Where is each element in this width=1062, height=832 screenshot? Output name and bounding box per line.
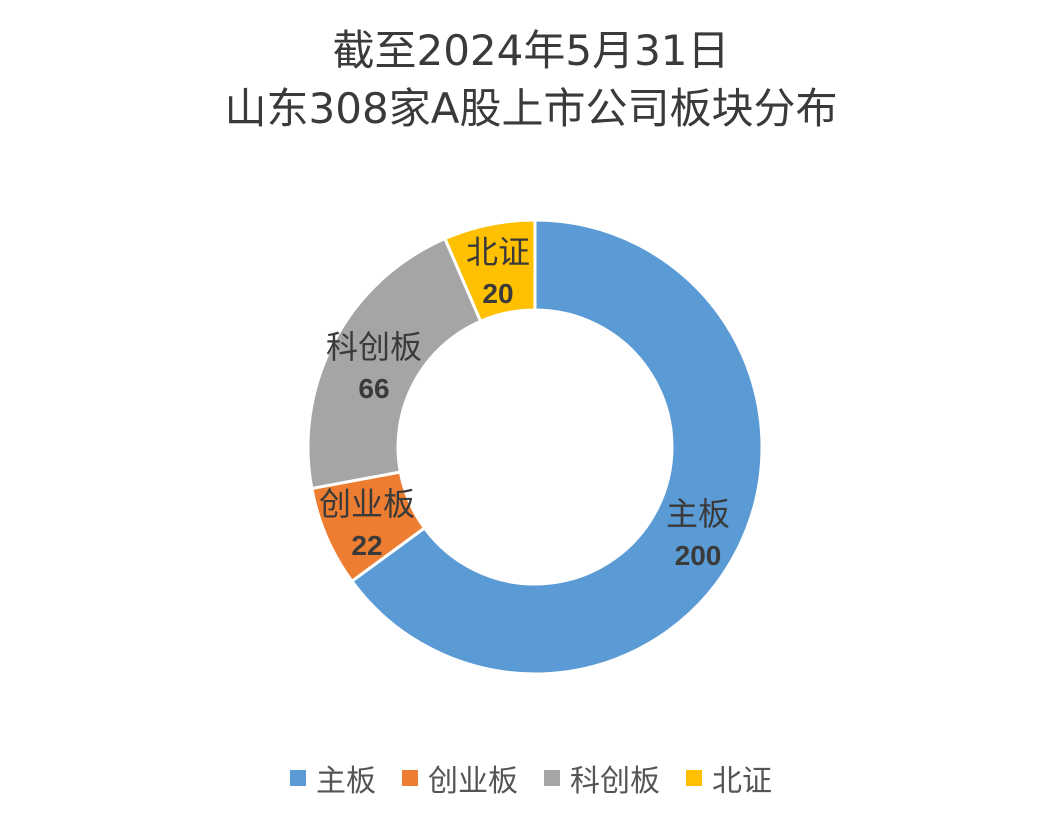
chart-title-line2: 山东308家A股上市公司板块分布 (224, 84, 838, 133)
data-label-category: 创业板 (319, 485, 415, 523)
legend-swatch (402, 770, 418, 786)
legend-swatch (544, 770, 560, 786)
slice-star-market (306, 236, 483, 491)
slice-bse (442, 218, 537, 324)
data-label-category: 主板 (666, 495, 730, 533)
data-label-value: 200 (675, 540, 722, 571)
legend-item-main-board: 主板 (290, 756, 376, 800)
legend-label: 主板 (316, 764, 376, 799)
data-label-value: 20 (482, 278, 513, 309)
legend-label: 北证 (712, 764, 772, 799)
slice-main-board (349, 218, 764, 676)
legend-label: 科创板 (570, 764, 660, 799)
data-label-value: 22 (351, 530, 382, 561)
legend-swatch (686, 770, 702, 786)
data-label-value: 66 (358, 373, 389, 404)
legend-label: 创业板 (428, 764, 518, 799)
chart-legend: 主板 创业板 科创板 北证 (0, 756, 1062, 800)
chart-title-line1: 截至2024年5月31日 (332, 26, 730, 75)
data-label-category: 科创板 (326, 328, 422, 366)
data-label-category: 北证 (466, 233, 530, 271)
legend-item-bse: 北证 (686, 756, 772, 800)
legend-swatch (290, 770, 306, 786)
legend-item-chinext: 创业板 (402, 756, 518, 800)
donut-chart: 主板 200 创业板 22 科创板 66 北证 20 (306, 218, 764, 676)
legend-item-star-market: 科创板 (544, 756, 660, 800)
